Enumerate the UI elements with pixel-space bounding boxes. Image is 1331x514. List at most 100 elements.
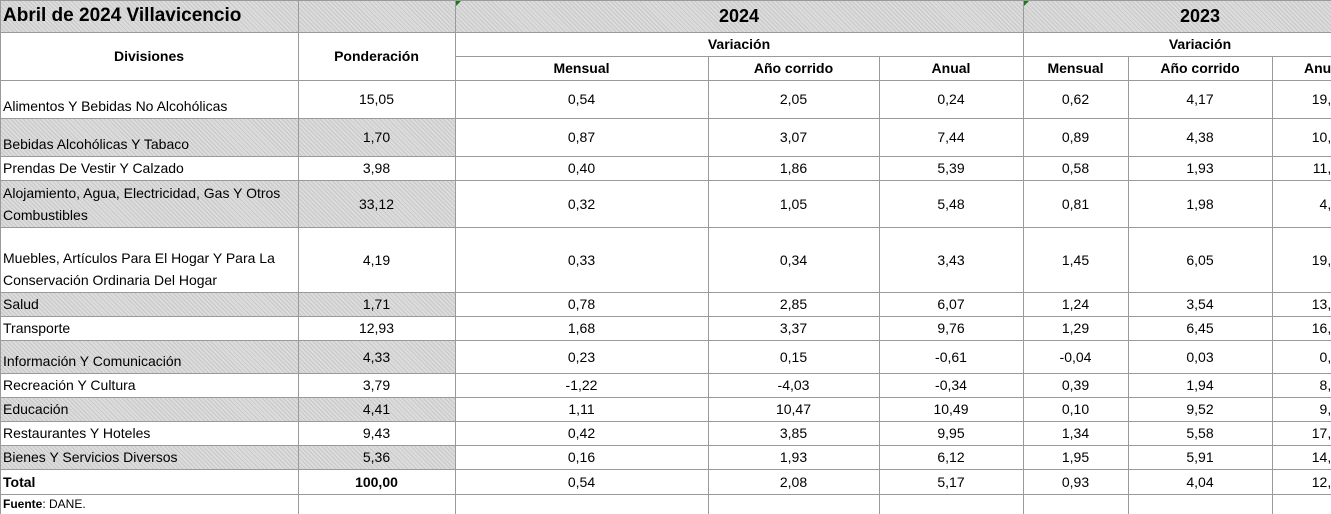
row-shade <box>0 292 455 316</box>
cell-value: 3,43 <box>937 251 965 268</box>
division-name: Total <box>3 474 36 490</box>
cell-value: 0,1 <box>1319 348 1331 365</box>
cell-value: 0,62 <box>1061 91 1090 107</box>
cell-value: 8,4 <box>1319 377 1331 393</box>
column-header: Mensual <box>1047 60 1104 76</box>
grid-line <box>0 469 1331 470</box>
division-name: Bebidas Alcohólicas Y Tabaco <box>3 136 190 152</box>
grid-line <box>0 0 1331 1</box>
grid-line <box>0 118 1331 119</box>
cell-value: 16,4 <box>1311 320 1331 336</box>
footer-source: : DANE. <box>42 497 86 511</box>
grid-line <box>455 0 456 514</box>
cell-value: 19,9 <box>1311 91 1331 107</box>
cell-value: -0,04 <box>1059 348 1092 365</box>
grid-line <box>455 56 1331 57</box>
grid-line <box>0 292 1331 293</box>
division-name: Educación <box>3 401 69 417</box>
grid-line <box>0 227 1331 228</box>
title-band <box>0 0 1331 32</box>
cell-value: 0,54 <box>567 473 596 490</box>
weight-value: 3,98 <box>362 160 391 176</box>
cell-value: -0,61 <box>935 348 967 365</box>
row-shade <box>0 445 455 469</box>
division-name: Muebles, Artículos Para El Hogar Y Para … <box>3 250 275 288</box>
group-header: Variación <box>1168 36 1232 52</box>
cell-value: 1,24 <box>1061 296 1090 312</box>
cell-value: 0,58 <box>1061 160 1090 176</box>
weight-value: 4,19 <box>362 251 391 268</box>
grid-line <box>0 340 1331 341</box>
cell-value: 1,05 <box>779 195 808 212</box>
division-name: Restaurantes Y Hoteles <box>3 425 151 441</box>
grid-line <box>1023 0 1024 514</box>
grid-line <box>0 316 1331 317</box>
cell-value: 11,0 <box>1312 160 1331 176</box>
weight-value: 9,43 <box>362 425 391 441</box>
column-header: Año corrido <box>753 60 834 76</box>
cell-value: 0,32 <box>567 195 596 212</box>
grid-line <box>0 494 1331 495</box>
cell-value: 9,95 <box>937 425 965 441</box>
division-name: Alojamiento, Agua, Electricidad, Gas Y O… <box>3 185 281 223</box>
cell-value: 19,3 <box>1311 251 1331 268</box>
cell-value: 4,04 <box>1186 473 1214 490</box>
row-shade <box>0 180 455 227</box>
sheet-title: Abril de 2024 Villavicencio <box>3 5 242 26</box>
cell-value: 1,93 <box>779 449 808 465</box>
cell-value: 6,05 <box>1186 251 1214 268</box>
cell-value: 5,39 <box>937 160 965 176</box>
cell-value: 0,34 <box>779 251 808 268</box>
cell-value: 1,98 <box>1186 195 1214 212</box>
grid-line <box>0 421 1331 422</box>
cell-value: 0,78 <box>567 296 596 312</box>
cell-value: 3,07 <box>779 129 808 145</box>
cell-value: 0,40 <box>567 160 596 176</box>
cell-value: 6,45 <box>1186 320 1214 336</box>
grid-line <box>1128 56 1129 514</box>
cell-value: 9,9 <box>1319 401 1331 417</box>
row-shade <box>0 397 455 421</box>
grid-line <box>0 373 1331 374</box>
group-header: Variación <box>707 36 771 52</box>
division-name: Prendas De Vestir Y Calzado <box>3 160 184 176</box>
column-header: Anu <box>1304 60 1331 76</box>
cell-value: 1,11 <box>568 401 595 417</box>
cell-value: 7,44 <box>937 129 965 145</box>
cell-value: 1,34 <box>1061 425 1090 441</box>
cell-value: 6,12 <box>937 449 965 465</box>
column-header: Mensual <box>553 60 610 76</box>
grid-line <box>0 156 1331 157</box>
cell-value: 0,39 <box>1061 377 1090 393</box>
cell-value: 0,33 <box>567 251 596 268</box>
cell-value: 0,89 <box>1061 129 1090 145</box>
cell-value: 1,45 <box>1061 251 1090 268</box>
cell-value: 17,0 <box>1311 425 1331 441</box>
cell-value: 0,87 <box>567 129 596 145</box>
weight-value: 1,70 <box>362 129 391 145</box>
cell-value: 3,85 <box>779 425 808 441</box>
cell-value: 0,10 <box>1061 401 1090 417</box>
year-header: 2024 <box>718 5 760 26</box>
weight-value: 5,36 <box>362 449 391 465</box>
cell-value: 10,47 <box>775 401 812 417</box>
cell-value: 1,68 <box>567 320 596 336</box>
cell-value: 0,23 <box>567 348 596 365</box>
column-header: Divisiones <box>113 48 185 64</box>
cell-value: 4,5 <box>1319 195 1331 212</box>
division-name: Recreación Y Cultura <box>3 377 136 393</box>
cell-value: 5,48 <box>937 195 965 212</box>
grid-line <box>1272 56 1273 514</box>
cell-value: 3,54 <box>1186 296 1214 312</box>
cell-value: 4,38 <box>1186 129 1214 145</box>
cell-value: 9,52 <box>1186 401 1214 417</box>
cell-value: 1,95 <box>1061 449 1090 465</box>
cell-value: 0,24 <box>937 91 965 107</box>
cell-value: -0,34 <box>935 377 967 393</box>
cell-value: 2,05 <box>779 91 808 107</box>
cell-value: 6,07 <box>937 296 965 312</box>
grid-line <box>0 80 1331 81</box>
division-name: Alimentos Y Bebidas No Alcohólicas <box>3 98 228 114</box>
cell-value: 9,76 <box>937 320 965 336</box>
